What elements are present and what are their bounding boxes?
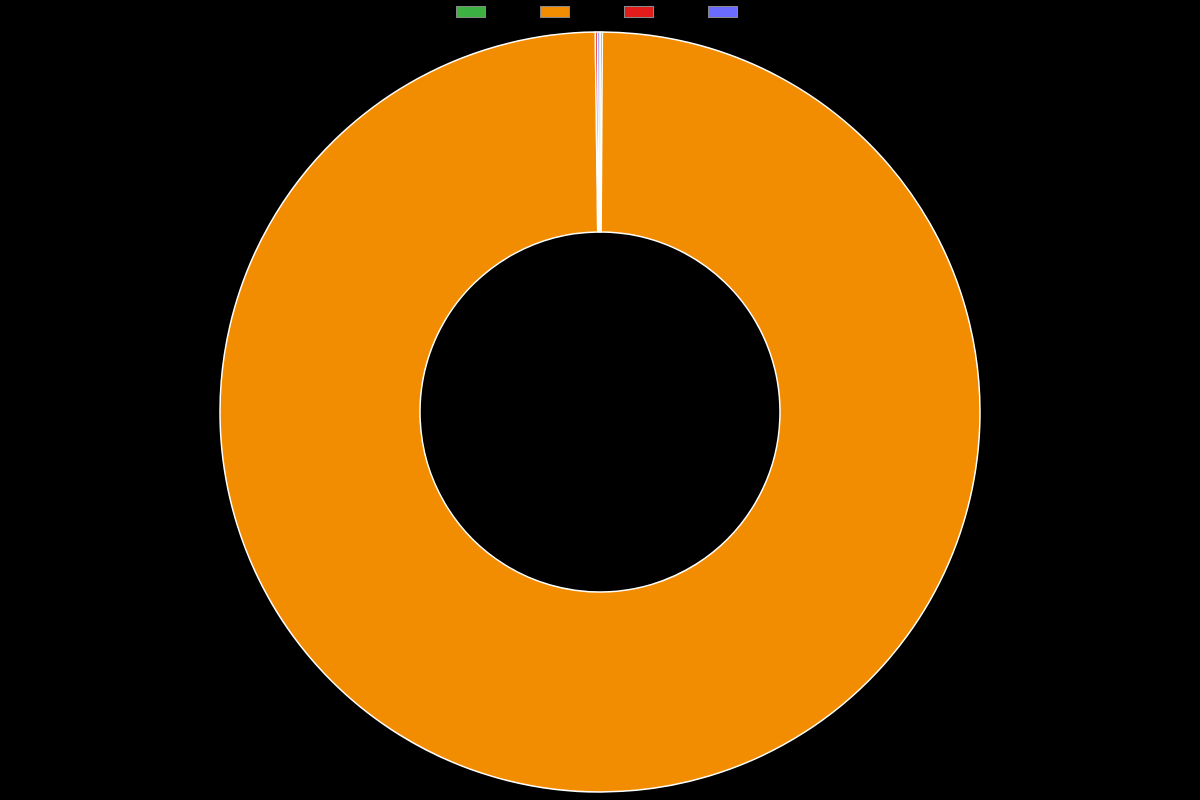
donut-svg: [218, 30, 982, 794]
legend-swatch: [708, 6, 738, 18]
legend-item: [624, 6, 660, 18]
legend-swatch: [624, 6, 654, 18]
donut-chart: [0, 0, 1200, 800]
legend-swatch: [540, 6, 570, 18]
legend: [456, 6, 744, 18]
legend-item: [540, 6, 576, 18]
donut-plot-area: [0, 24, 1200, 800]
legend-item: [708, 6, 744, 18]
legend-item: [456, 6, 492, 18]
legend-swatch: [456, 6, 486, 18]
